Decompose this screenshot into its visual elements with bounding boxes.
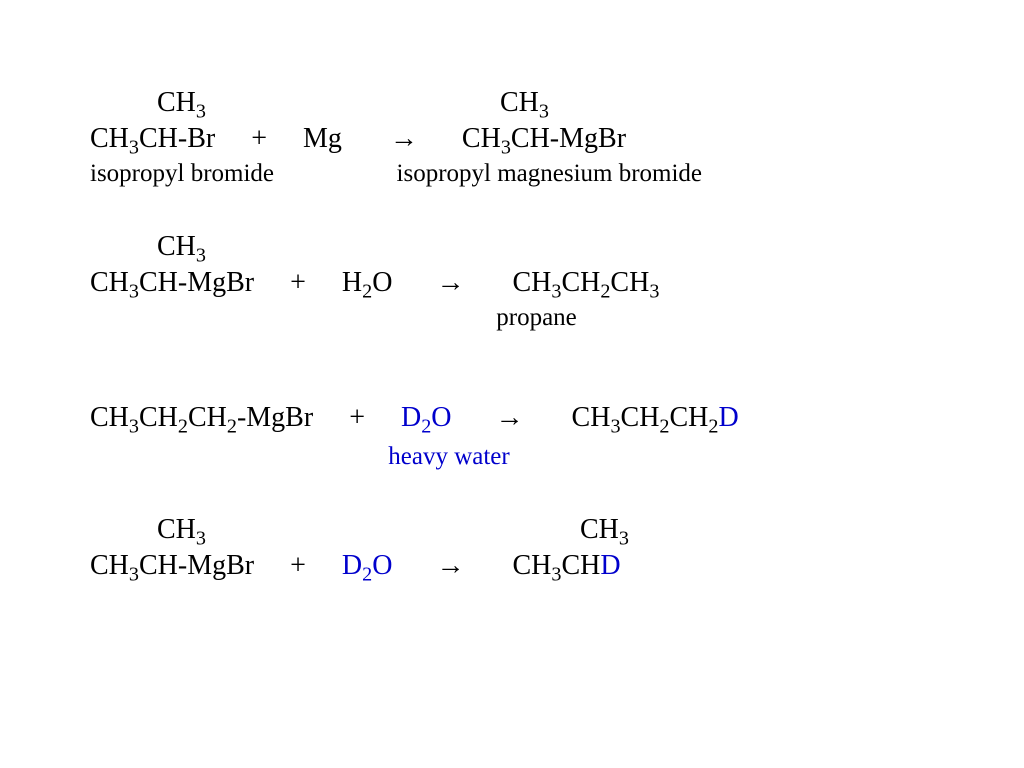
r4-top-right: CH3 [580,514,629,545]
r3-reactant2: D2O [401,402,452,433]
plus-sign: + [290,267,306,298]
reaction-2-toprow: CH3 [90,229,1024,264]
plus-sign: + [290,550,306,581]
plus-sign: + [349,402,365,433]
reaction-4-toprow: CH3 CH3 [90,512,1024,547]
r4-reactant2: D2O [342,550,393,581]
reaction-2-main: CH3CH-MgBr + H2O → CH3CH2CH3 [90,264,1024,300]
reaction-1: CH3 CH3 CH3CH-Br + Mg → CH3CH-MgBr isopr… [90,85,1024,191]
r2-top: CH3 [157,231,206,262]
r3-product: CH3CH2CH2D [572,402,739,433]
r2-reactant1: CH3CH-MgBr [90,267,254,298]
arrow-icon: → [496,401,524,432]
reaction-4-main: CH3CH-MgBr + D2O → CH3CHD [90,547,1024,583]
r1-reactant1: CH3CH-Br [90,123,215,154]
reaction-2: CH3 CH3CH-MgBr + H2O → CH3CH2CH3 propane [90,229,1024,335]
reaction-1-toprow: CH3 CH3 [90,85,1024,120]
arrow-icon: → [436,549,464,580]
r2-reactant2: H2O [342,267,393,298]
r4-top-left: CH3 [157,514,206,545]
r4-reactant1: CH3CH-MgBr [90,550,254,581]
r1-label-right: isopropyl magnesium bromide [397,160,703,187]
arrow-icon: → [390,122,418,153]
r3-label: heavy water [388,443,509,470]
chemistry-slide: CH3 CH3 CH3CH-Br + Mg → CH3CH-MgBr isopr… [0,0,1024,768]
r2-product: CH3CH2CH3 [512,267,659,298]
plus-sign: + [251,123,267,154]
reaction-4: CH3 CH3 CH3CH-MgBr + D2O → CH3CHD [90,512,1024,583]
r1-reactant2: Mg [303,123,342,154]
reaction-2-label: propane [90,300,1024,335]
reaction-3: CH3CH2CH2-MgBr + D2O → CH3CH2CH2D heavy … [90,399,1024,474]
r1-label-left: isopropyl bromide [90,160,274,187]
reaction-3-main: CH3CH2CH2-MgBr + D2O → CH3CH2CH2D [90,399,1024,435]
reaction-1-labels: isopropyl bromide isopropyl magnesium br… [90,156,1024,191]
r2-label: propane [496,304,577,331]
r1-top-left: CH3 [157,87,206,118]
r1-product: CH3CH-MgBr [462,123,626,154]
r4-product: CH3CHD [512,550,620,581]
reaction-1-main: CH3CH-Br + Mg → CH3CH-MgBr [90,120,1024,156]
arrow-icon: → [436,266,464,297]
reaction-3-label: heavy water [90,439,1024,474]
r1-top-right: CH3 [500,87,549,118]
r3-reactant1: CH3CH2CH2-MgBr [90,402,313,433]
